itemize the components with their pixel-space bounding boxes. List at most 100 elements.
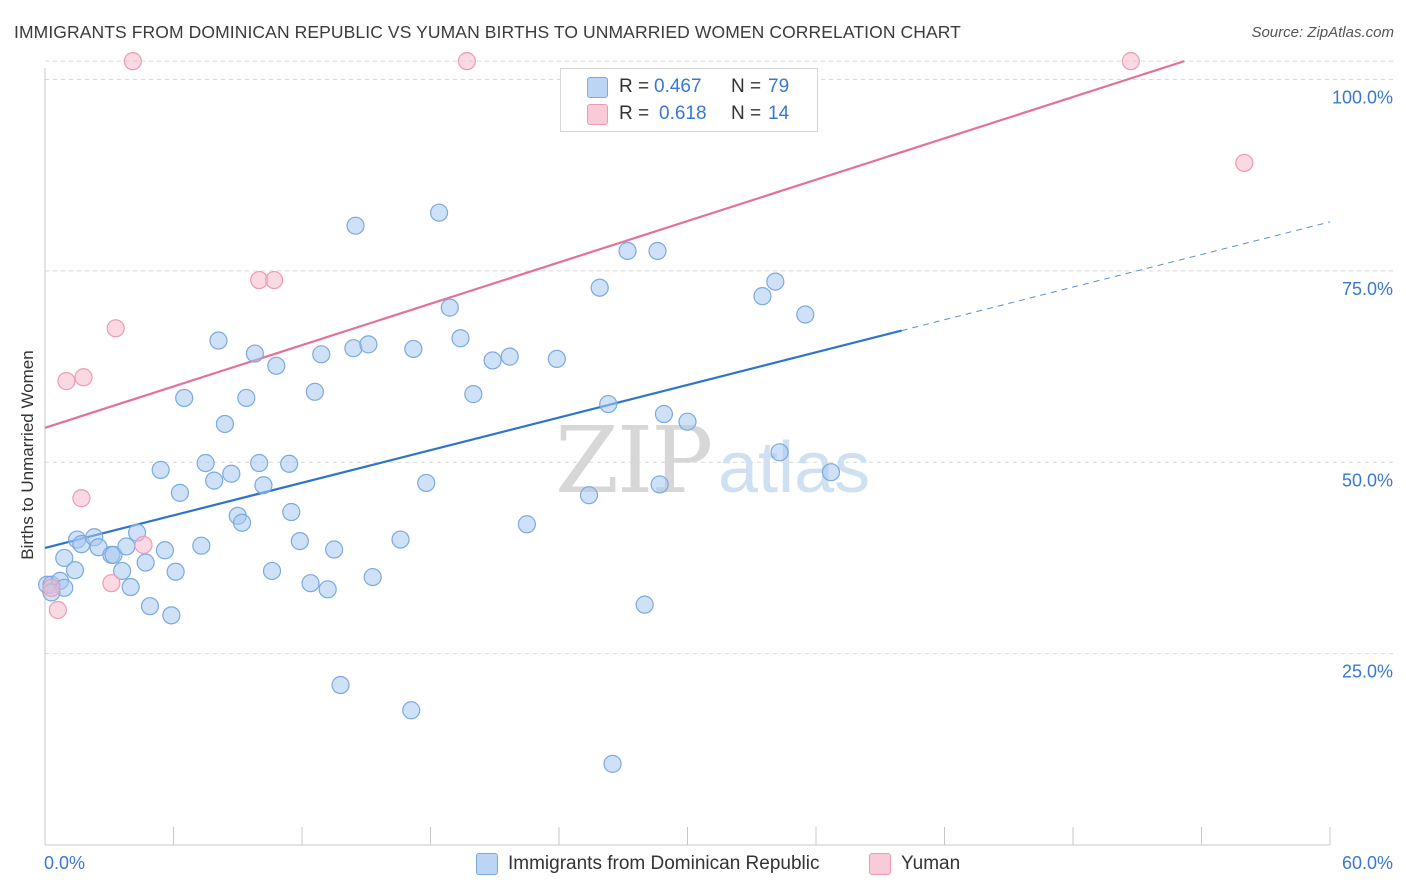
data-point-blue [429,203,449,222]
data-points [38,52,1254,773]
data-point-blue [237,388,256,408]
data-point-pink [457,52,477,71]
data-point-blue [65,561,85,580]
legend-swatch-blue [587,77,608,98]
watermark-atlas: atlas [718,428,870,508]
bottom-legend-swatch-pink [869,853,891,875]
legend-r-label: R = [619,76,650,97]
data-point-blue [104,545,123,564]
data-point-blue [599,394,618,414]
data-point-blue [579,486,599,505]
data-point-blue [648,241,667,261]
data-point-blue [359,335,378,354]
y-tick-label: 100.0% [1332,88,1393,108]
data-point-blue [282,502,301,522]
data-point-pink [48,600,67,620]
trend-line-blue [44,329,902,550]
watermark: ZIP atlas [555,407,870,514]
legend-n-value: 14 [768,103,790,124]
source-label: Source: ZipAtlas.com [1251,24,1394,41]
data-point-blue [312,345,331,364]
data-point-blue [121,577,140,597]
axes [44,68,1331,846]
trend-line-blue-extension [901,221,1331,332]
data-point-pink [134,535,153,555]
data-point-blue [402,701,421,720]
data-point-blue [215,414,234,434]
y-tick-label: 25.0% [1342,662,1393,682]
data-point-blue [654,404,674,424]
data-point-blue [344,339,363,358]
data-point-blue [635,595,654,614]
data-point-pink [1121,52,1140,71]
data-point-blue [796,305,815,324]
legend-n-label: N = [731,76,762,97]
data-point-blue [155,541,175,560]
data-point-blue [162,606,181,625]
data-point-blue [404,339,423,359]
bottom-legend-swatch-blue [476,853,498,875]
data-point-blue [363,567,382,587]
data-point-blue [112,561,132,581]
data-point-blue [547,349,566,369]
data-point-blue [766,272,785,291]
data-point-blue [500,347,519,366]
data-point-blue [245,344,264,363]
trend-line-pink [44,60,1185,429]
data-point-blue [464,385,483,404]
data-point-blue [305,382,324,401]
data-point-blue [136,553,155,572]
data-point-blue [301,574,320,593]
data-point-pink [72,489,91,508]
data-point-blue [753,287,772,306]
y-axis-label: Births to Unmarried Women [18,350,37,560]
legend-r-label: R = [619,103,650,124]
data-point-blue [232,513,252,532]
data-point-blue [318,580,337,599]
data-point-blue [209,331,228,350]
data-point-blue [603,754,622,773]
legend-r-value: 0.467 [654,76,702,97]
x-tick-label: 0.0% [44,853,85,873]
data-point-blue [517,515,536,534]
data-point-pink [106,319,125,338]
chart-title: IMMIGRANTS FROM DOMINICAN REPUBLIC VS YU… [14,22,961,42]
data-point-pink [1235,153,1254,173]
data-point-pink [265,270,284,290]
data-point-pink [57,372,76,391]
data-point-blue [290,531,309,551]
data-point-blue [222,464,241,483]
data-point-blue [331,675,350,695]
bottom-legend-label-blue: Immigrants from Dominican Republic [508,853,820,874]
data-point-blue [170,483,190,502]
data-point-blue [192,536,211,555]
data-point-blue [821,463,841,482]
legend-r-value: 0.618 [659,103,707,124]
tick-labels: 25.0% 50.0% 75.0% 100.0% 0.0% 60.0% [44,88,1393,874]
data-point-blue [483,351,502,370]
data-point-blue [151,460,170,480]
y-tick-label: 75.0% [1342,279,1393,299]
bottom-legend-label-pink: Yuman [901,853,961,874]
data-point-blue [417,473,436,493]
data-point-blue [440,298,459,317]
data-point-blue [451,329,470,348]
data-point-pink [42,578,61,597]
data-point-blue [770,443,789,462]
data-point-blue [267,356,286,375]
legend-n-label: N = [731,103,762,124]
data-point-blue [346,216,365,235]
data-point-blue [205,471,224,490]
data-point-blue [166,562,185,581]
data-point-blue [254,476,273,495]
data-point-blue [590,278,609,297]
data-point-blue [325,540,344,559]
y-tick-label: 50.0% [1342,470,1393,490]
data-point-blue [262,561,282,581]
trend-lines [44,60,1331,550]
legend-n-value: 79 [768,76,790,97]
data-point-pink [123,52,142,71]
data-point-blue [391,530,410,549]
data-point-blue [250,453,269,473]
